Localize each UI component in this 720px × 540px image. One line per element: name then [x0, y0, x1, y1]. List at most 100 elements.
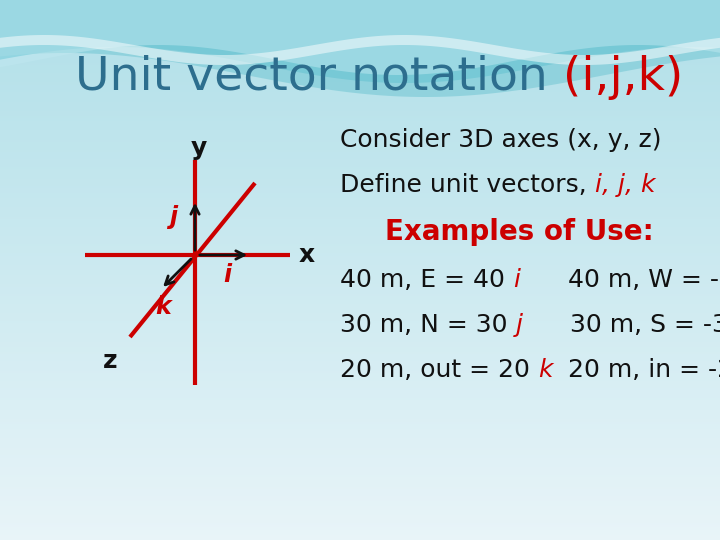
Text: 40 m, E = 40: 40 m, E = 40: [340, 268, 513, 292]
Bar: [0, 399, 720, 400]
Bar: [0, 96, 720, 97]
Bar: [0, 281, 720, 282]
Bar: [0, 160, 720, 161]
Bar: [0, 499, 720, 500]
Bar: [0, 3, 720, 4]
Bar: [0, 436, 720, 437]
Bar: [0, 17, 720, 18]
Bar: [0, 356, 720, 357]
Bar: [0, 223, 720, 224]
Bar: [0, 534, 720, 535]
Bar: [0, 273, 720, 274]
Bar: [0, 127, 720, 128]
Bar: [0, 454, 720, 455]
Bar: [0, 142, 720, 143]
Bar: [0, 119, 720, 120]
Bar: [0, 417, 720, 418]
Bar: [0, 440, 720, 441]
Bar: [0, 211, 720, 212]
Bar: [0, 418, 720, 419]
Text: x: x: [299, 243, 315, 267]
Bar: [0, 535, 720, 536]
Bar: [0, 198, 720, 199]
Bar: [0, 47, 720, 48]
Bar: [0, 464, 720, 465]
Bar: [0, 172, 720, 173]
Bar: [0, 495, 720, 496]
Bar: [0, 482, 720, 483]
Bar: [0, 89, 720, 90]
Bar: [0, 539, 720, 540]
Bar: [0, 371, 720, 372]
Bar: [0, 250, 720, 251]
Bar: [0, 377, 720, 378]
Bar: [0, 487, 720, 488]
Bar: [0, 348, 720, 349]
Bar: [0, 225, 720, 226]
Bar: [0, 481, 720, 482]
Bar: [0, 122, 720, 123]
Bar: [0, 378, 720, 379]
Bar: [0, 5, 720, 6]
Bar: [0, 63, 720, 64]
Bar: [0, 115, 720, 116]
Bar: [0, 299, 720, 300]
Bar: [0, 402, 720, 403]
Bar: [0, 71, 720, 72]
Bar: [0, 365, 720, 366]
Bar: [0, 387, 720, 388]
Bar: [0, 185, 720, 186]
Bar: [0, 51, 720, 52]
Bar: [0, 400, 720, 401]
Bar: [0, 445, 720, 446]
Bar: [0, 141, 720, 142]
Bar: [0, 245, 720, 246]
Bar: [0, 390, 720, 391]
Bar: [0, 461, 720, 462]
Bar: [0, 242, 720, 243]
Bar: [0, 507, 720, 508]
Bar: [0, 538, 720, 539]
Bar: [0, 521, 720, 522]
Bar: [0, 103, 720, 104]
Bar: [0, 285, 720, 286]
Bar: [0, 272, 720, 273]
Bar: [0, 37, 720, 38]
Bar: [0, 358, 720, 359]
Bar: [0, 32, 720, 33]
Bar: [0, 343, 720, 344]
Bar: [0, 239, 720, 240]
Bar: [0, 72, 720, 73]
Bar: [0, 385, 720, 386]
Bar: [0, 457, 720, 458]
Bar: [0, 46, 720, 47]
Bar: [0, 303, 720, 304]
Bar: [0, 323, 720, 324]
Bar: [0, 460, 720, 461]
Bar: [0, 110, 720, 111]
Bar: [0, 189, 720, 190]
Bar: [0, 480, 720, 481]
Bar: [0, 414, 720, 415]
Bar: [0, 91, 720, 92]
Bar: [0, 244, 720, 245]
Bar: [0, 455, 720, 456]
Bar: [0, 363, 720, 364]
Bar: [0, 329, 720, 330]
Bar: [0, 398, 720, 399]
Bar: [0, 94, 720, 95]
Bar: [0, 502, 720, 503]
Bar: [0, 224, 720, 225]
Bar: [0, 249, 720, 250]
Bar: [0, 101, 720, 102]
Bar: [0, 36, 720, 37]
Bar: [0, 305, 720, 306]
Bar: [0, 145, 720, 146]
Bar: [0, 444, 720, 445]
Polygon shape: [0, 0, 720, 83]
Bar: [0, 483, 720, 484]
Bar: [0, 366, 720, 367]
Bar: [0, 429, 720, 430]
Bar: [0, 403, 720, 404]
Bar: [0, 23, 720, 24]
